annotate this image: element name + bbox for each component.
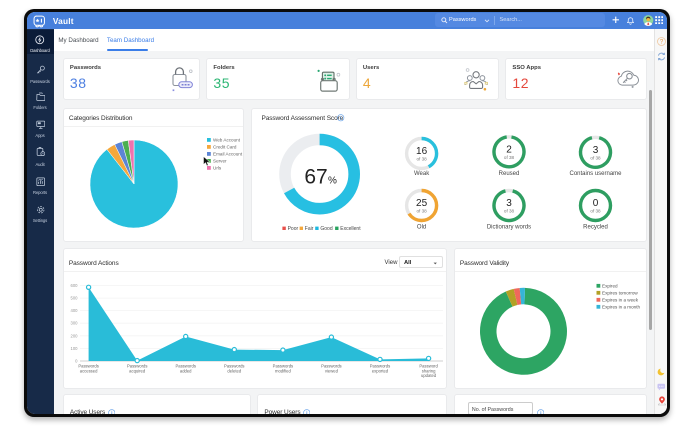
svg-text:updated: updated <box>421 373 437 378</box>
svg-text:modified: modified <box>275 368 291 373</box>
svg-text:Email Account: Email Account <box>213 152 243 157</box>
svg-text:Passwords: Passwords <box>321 363 341 368</box>
svg-text:Expired: Expired <box>602 283 618 288</box>
svg-text:Passwords: Passwords <box>273 363 293 368</box>
svg-text:%: % <box>328 176 337 187</box>
svg-text:Weak: Weak <box>414 171 430 177</box>
svg-text:accessed: accessed <box>80 368 98 373</box>
svg-text:0: 0 <box>593 198 599 209</box>
svg-text:Server: Server <box>213 159 227 164</box>
svg-text:viewed: viewed <box>325 368 339 373</box>
svg-text:400: 400 <box>70 308 78 313</box>
svg-text:of 38: of 38 <box>504 155 515 160</box>
svg-text:Expires tomorrow: Expires tomorrow <box>602 290 638 295</box>
svg-text:of 38: of 38 <box>416 157 427 162</box>
svg-text:Old: Old <box>417 225 426 231</box>
svg-text:Passwords: Passwords <box>224 363 244 368</box>
svg-text:500: 500 <box>70 296 78 301</box>
svg-text:Excellent: Excellent <box>340 227 361 233</box>
svg-text:exported: exported <box>372 368 389 373</box>
svg-text:3: 3 <box>593 145 599 156</box>
svg-text:25: 25 <box>416 198 428 209</box>
svg-text:of 38: of 38 <box>504 209 515 214</box>
svg-text:600: 600 <box>70 283 78 288</box>
svg-text:Passwords: Passwords <box>175 363 195 368</box>
svg-text:Fair: Fair <box>305 227 314 233</box>
svg-text:Contains username: Contains username <box>569 171 622 177</box>
svg-text:Passwords: Passwords <box>127 363 147 368</box>
svg-text:Web Account: Web Account <box>213 138 241 143</box>
svg-text:2: 2 <box>506 145 512 156</box>
svg-text:3: 3 <box>506 198 512 209</box>
svg-text:0: 0 <box>75 358 78 363</box>
svg-text:Expires in a month: Expires in a month <box>602 304 640 309</box>
svg-text:Expires in a week: Expires in a week <box>602 297 639 302</box>
svg-text:200: 200 <box>70 333 78 338</box>
svg-text:?: ? <box>660 40 664 46</box>
svg-text:sharing: sharing <box>422 368 436 373</box>
svg-text:of 38: of 38 <box>590 209 601 214</box>
svg-text:deleted: deleted <box>227 368 241 373</box>
svg-text:16: 16 <box>416 146 428 157</box>
svg-text:of 38: of 38 <box>416 209 427 214</box>
svg-text:added: added <box>180 368 192 373</box>
svg-text:acquired: acquired <box>129 368 146 373</box>
svg-text:Passwords: Passwords <box>78 363 98 368</box>
svg-text:Reused: Reused <box>499 171 520 177</box>
svg-text:300: 300 <box>70 321 78 326</box>
svg-text:of 38: of 38 <box>590 156 601 161</box>
svg-text:Urls: Urls <box>213 166 222 171</box>
svg-text:Poor: Poor <box>287 227 298 233</box>
svg-text:67: 67 <box>304 166 327 189</box>
svg-text:Recycled: Recycled <box>583 225 608 231</box>
svg-text:Password: Password <box>419 363 438 368</box>
svg-text:100: 100 <box>70 346 78 351</box>
svg-text:Dictionary words: Dictionary words <box>487 225 531 231</box>
svg-text:Credit Card: Credit Card <box>213 145 237 150</box>
svg-text:Passwords: Passwords <box>370 363 390 368</box>
svg-text:Good: Good <box>320 227 332 233</box>
